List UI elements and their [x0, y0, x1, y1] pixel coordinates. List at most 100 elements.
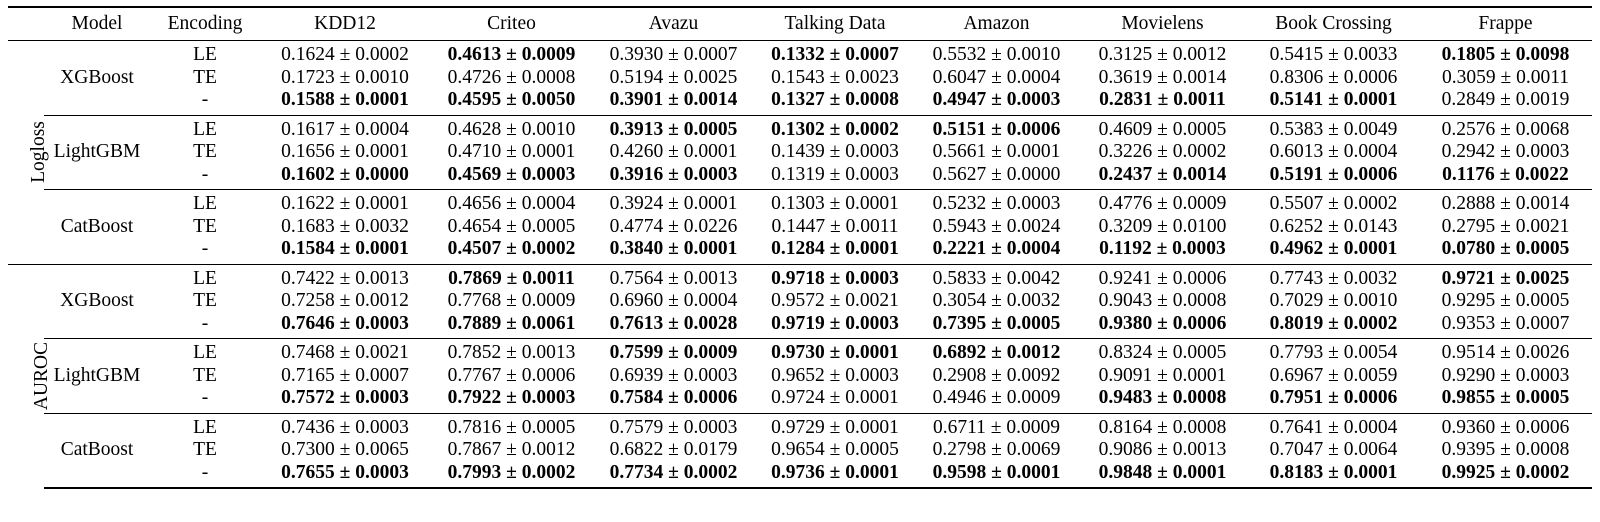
header-cell-encoding: Encoding — [167, 13, 243, 34]
metric-value: 0.4654 ± 0.0005 — [447, 215, 576, 237]
metric-value: 0.7047 ± 0.0064 — [1269, 439, 1398, 460]
value-cell: 0.5415 ± 0.0033 0.8306 ± 0.0006 0.5141 ± 0… — [1248, 41, 1419, 116]
metric-value: 0.1303 ± 0.0001 — [771, 193, 899, 214]
value-cell: 0.1302 ± 0.0002 0.1439 ± 0.0003 0.1319 ± 0… — [754, 114, 916, 190]
metric-value: 0.7395 ± 0.0005 — [932, 312, 1061, 334]
metric-value: 0.1447 ± 0.0011 — [771, 215, 899, 237]
metric-value: 0.5383 ± 0.0049 — [1269, 118, 1398, 140]
metric-value: 0.7743 ± 0.0032 — [1269, 267, 1398, 289]
metric-value: 0.7613 ± 0.0028 — [609, 312, 738, 334]
metric-value: 0.7793 ± 0.0054 — [1269, 342, 1398, 363]
value-cell: 0.7793 ± 0.0054 0.6967 ± 0.0059 0.7951 ± 0… — [1248, 338, 1419, 413]
encoding-label: LE — [193, 416, 217, 438]
encoding-label: LE — [193, 193, 217, 214]
value-cell: 0.7816 ± 0.0005 0.7867 ± 0.0012 0.7993 ± 0… — [430, 412, 593, 489]
model-name: LightGBM — [53, 364, 141, 386]
metric-value: 0.2221 ± 0.0004 — [932, 238, 1061, 259]
header-row: Model Encoding KDD12 Criteo Avazu Talkin… — [8, 7, 1592, 41]
model-name: CatBoost — [60, 215, 134, 237]
metric-value: 0.4947 ± 0.0003 — [932, 89, 1061, 110]
table-row: LightGBM LE TE -0.1617 ± 0.0004 0.1656 ± 0.0… — [8, 114, 1592, 190]
header-cell-avazu: Avazu — [648, 13, 699, 34]
metric-value: 0.6822 ± 0.0179 — [609, 439, 738, 460]
value-cell: 0.7564 ± 0.0013 0.6960 ± 0.0004 0.7613 ± 0… — [593, 263, 754, 339]
table-row: CatBoost LE TE -0.1622 ± 0.0001 0.1683 ± 0.0… — [8, 189, 1592, 264]
metric-value: 0.3054 ± 0.0032 — [932, 290, 1061, 311]
metric-value: 0.9848 ± 0.0001 — [1098, 461, 1227, 483]
encoding-label: LE — [193, 118, 217, 140]
metric-value: 0.6892 ± 0.0012 — [932, 342, 1061, 363]
metric-value: 0.1439 ± 0.0003 — [771, 141, 899, 162]
metric-value: 0.5151 ± 0.0006 — [932, 118, 1061, 140]
encoding-cell: LE TE - — [150, 263, 260, 339]
encoding-label: TE — [193, 215, 217, 237]
metric-value: 0.9290 ± 0.0003 — [1441, 364, 1570, 386]
metric-value: 0.1805 ± 0.0098 — [1441, 44, 1570, 65]
value-cell: 0.5383 ± 0.0049 0.6013 ± 0.0004 0.5191 ± 0… — [1248, 114, 1419, 190]
value-cell: 0.7468 ± 0.0021 0.7165 ± 0.0007 0.7572 ± 0… — [260, 338, 430, 413]
metric-value: 0.9572 ± 0.0021 — [771, 290, 899, 311]
encoding-cell: LE TE - — [150, 114, 260, 190]
metric-value: 0.2795 ± 0.0021 — [1441, 215, 1570, 237]
table-header: Model Encoding KDD12 Criteo Avazu Talkin… — [8, 7, 1592, 41]
metric-value: 0.1176 ± 0.0022 — [1442, 163, 1569, 185]
encoding-label: LE — [193, 267, 217, 289]
encoding-label: TE — [193, 364, 217, 386]
metric-value: 0.7951 ± 0.0006 — [1269, 387, 1398, 408]
metric-value: 0.7922 ± 0.0003 — [447, 387, 576, 408]
metric-value: 0.5627 ± 0.0000 — [932, 163, 1061, 185]
metric-value: 0.9730 ± 0.0001 — [771, 342, 899, 363]
header-cell-book-crossing: Book Crossing — [1275, 13, 1392, 34]
metric-value: 0.3924 ± 0.0001 — [609, 193, 738, 214]
metric-value: 0.1319 ± 0.0003 — [771, 163, 899, 185]
metric-value: 0.9718 ± 0.0003 — [771, 267, 899, 289]
metric-value: 0.2437 ± 0.0014 — [1098, 163, 1227, 185]
metric-value: 0.2576 ± 0.0068 — [1441, 118, 1570, 140]
metric-value: 0.6047 ± 0.0004 — [932, 66, 1061, 88]
results-table-container: Model Encoding KDD12 Criteo Avazu Talkin… — [8, 6, 1592, 489]
header-cell-criteo: Criteo — [487, 13, 536, 34]
metric-value: 0.1284 ± 0.0001 — [771, 238, 899, 259]
metric-value: 0.7029 ± 0.0010 — [1269, 290, 1398, 311]
metric-value: 0.3209 ± 0.0100 — [1098, 215, 1227, 237]
metric-value: 0.9353 ± 0.0007 — [1441, 312, 1570, 334]
metric-value: 0.9925 ± 0.0002 — [1441, 461, 1570, 483]
value-cell: 0.7422 ± 0.0013 0.7258 ± 0.0012 0.7646 ± 0… — [260, 263, 430, 339]
metric-value: 0.2849 ± 0.0019 — [1441, 89, 1570, 110]
encoding-label: LE — [193, 44, 217, 65]
value-cell: 0.4656 ± 0.0004 0.4654 ± 0.0005 0.4507 ± 0… — [430, 189, 593, 264]
metric-value: 0.4260 ± 0.0001 — [609, 141, 738, 162]
metric-value: 0.7767 ± 0.0006 — [447, 364, 576, 386]
metric-value: 0.4595 ± 0.0050 — [447, 89, 576, 110]
metric-label: AUROC — [31, 342, 53, 411]
metric-value: 0.4774 ± 0.0226 — [609, 215, 738, 237]
metric-value: 0.7734 ± 0.0002 — [609, 461, 738, 483]
encoding-label: - — [201, 461, 209, 483]
metric-value: 0.4962 ± 0.0001 — [1269, 238, 1398, 259]
metric-value: 0.4569 ± 0.0003 — [447, 163, 576, 185]
value-cell: 0.5151 ± 0.0006 0.5661 ± 0.0001 0.5627 ± 0… — [916, 114, 1077, 190]
encoding-cell: LE TE - — [150, 338, 260, 413]
metric-value: 0.5232 ± 0.0003 — [932, 193, 1061, 214]
metric-value: 0.8183 ± 0.0001 — [1269, 461, 1398, 483]
encoding-label: - — [201, 89, 209, 110]
metric-value: 0.2888 ± 0.0014 — [1441, 193, 1570, 214]
model-cell: XGBoost — [44, 263, 150, 339]
encoding-label: - — [201, 312, 209, 334]
metric-value: 0.2798 ± 0.0069 — [932, 439, 1061, 460]
metric-value: 0.1543 ± 0.0023 — [771, 66, 899, 88]
value-cell: 0.7579 ± 0.0003 0.6822 ± 0.0179 0.7734 ± 0… — [593, 412, 754, 489]
value-cell: 0.1617 ± 0.0004 0.1656 ± 0.0001 0.1602 ± 0… — [260, 114, 430, 190]
encoding-label: - — [201, 163, 209, 185]
metric-value: 0.9724 ± 0.0001 — [771, 387, 899, 408]
encoding-cell: LE TE - — [150, 41, 260, 116]
metric-value: 0.7584 ± 0.0006 — [609, 387, 738, 408]
metric-value: 0.7165 ± 0.0007 — [281, 364, 409, 386]
encoding-cell: LE TE - — [150, 189, 260, 264]
header-cell-kdd12: KDD12 — [314, 13, 376, 34]
value-cell: 0.9514 ± 0.0026 0.9290 ± 0.0003 0.9855 ± 0… — [1419, 338, 1592, 413]
metric-value: 0.9654 ± 0.0005 — [771, 439, 899, 460]
metric-value: 0.9241 ± 0.0006 — [1098, 267, 1227, 289]
value-cell: 0.9360 ± 0.0006 0.9395 ± 0.0008 0.9925 ± 0… — [1419, 412, 1592, 489]
table-row: Logloss XGBoost LE TE -0.1624 ± 0.0002 0.1723… — [8, 41, 1592, 183]
